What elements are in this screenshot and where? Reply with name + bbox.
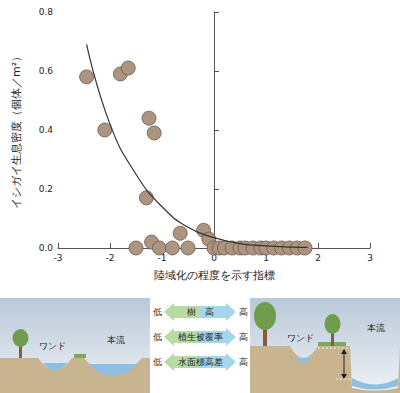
svg-text:高: 高 [239,332,248,342]
svg-text:ワンド: ワンド [39,341,66,351]
svg-text:0.6: 0.6 [39,66,54,76]
svg-text:2: 2 [315,253,321,263]
svg-text:イシガイ生息密度（個体／m²）: イシガイ生息密度（個体／m²） [10,51,23,209]
svg-text:樹 高: 樹 高 [187,307,214,317]
svg-text:低: 低 [153,332,162,342]
svg-text:本流: 本流 [107,335,125,345]
svg-text:高: 高 [239,307,248,317]
svg-text:植生被覆率: 植生被覆率 [178,332,223,342]
svg-text:水面標高差: 水面標高差 [178,357,223,367]
svg-text:1: 1 [263,252,269,263]
svg-text:0.8: 0.8 [39,7,54,17]
svg-text:-3: -3 [54,253,63,263]
svg-text:本流: 本流 [367,323,385,333]
svg-text:0: 0 [211,252,217,263]
svg-text:3: 3 [367,253,373,263]
svg-text:低: 低 [153,357,162,367]
svg-text:0.4: 0.4 [39,125,54,135]
svg-text:0.0: 0.0 [39,243,54,253]
svg-text:高: 高 [239,357,248,367]
svg-text:低: 低 [153,307,162,317]
svg-text:陸域化の程度を示す指標: 陸域化の程度を示す指標 [154,269,275,282]
svg-text:ワンド: ワンド [287,333,314,343]
svg-text:-1: -1 [157,252,167,263]
svg-text:-2: -2 [106,253,115,263]
svg-text:0.2: 0.2 [39,184,53,194]
